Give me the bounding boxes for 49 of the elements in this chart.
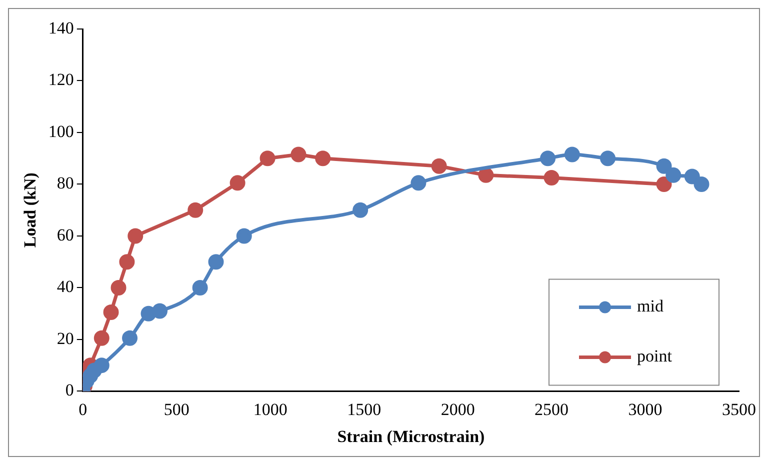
point [315,150,331,166]
y-tick-label: 20 [56,328,74,348]
y-axis-title: Load (kN) [20,172,40,248]
x-tick-label: 500 [164,400,190,419]
point [666,167,682,183]
point [694,176,710,192]
x-tick-label: 0 [78,400,88,419]
x-tick-label: 1000 [253,400,288,419]
x-tick-label: 2000 [440,400,475,419]
point [152,303,168,319]
point [656,158,672,174]
point [188,202,204,218]
point [119,254,135,270]
point [352,202,368,218]
point [230,175,246,191]
point [478,167,494,183]
point [260,150,276,166]
y-tick-label: 80 [56,174,74,193]
point [110,280,126,296]
point [122,330,138,346]
y-tick-label: 40 [56,277,74,296]
point [94,358,110,374]
x-axis-title: Strain (Microstrain) [337,427,485,446]
y-tick-label: 120 [48,70,74,90]
point [192,280,208,296]
point [236,228,252,244]
y-tick-label: 60 [56,225,74,244]
point [103,304,119,320]
point [600,150,616,166]
point [431,158,447,174]
y-tick-label: 0 [65,380,74,400]
x-tick-label: 1500 [347,400,382,419]
y-tick-label: 140 [48,18,74,38]
point [684,168,700,184]
y-tick-label: 100 [48,122,74,141]
x-tick-label: 2500 [534,400,569,419]
x-tick-label: 3500 [722,400,756,419]
legend-label: mid [637,296,664,316]
legend-label: point [637,346,672,366]
point [564,146,580,162]
point [94,330,110,346]
point [544,170,560,186]
point [290,146,306,162]
point [208,254,224,270]
point [540,150,556,166]
point [410,175,426,191]
point [656,176,672,192]
x-tick-label: 3000 [628,400,662,419]
point [128,228,144,244]
